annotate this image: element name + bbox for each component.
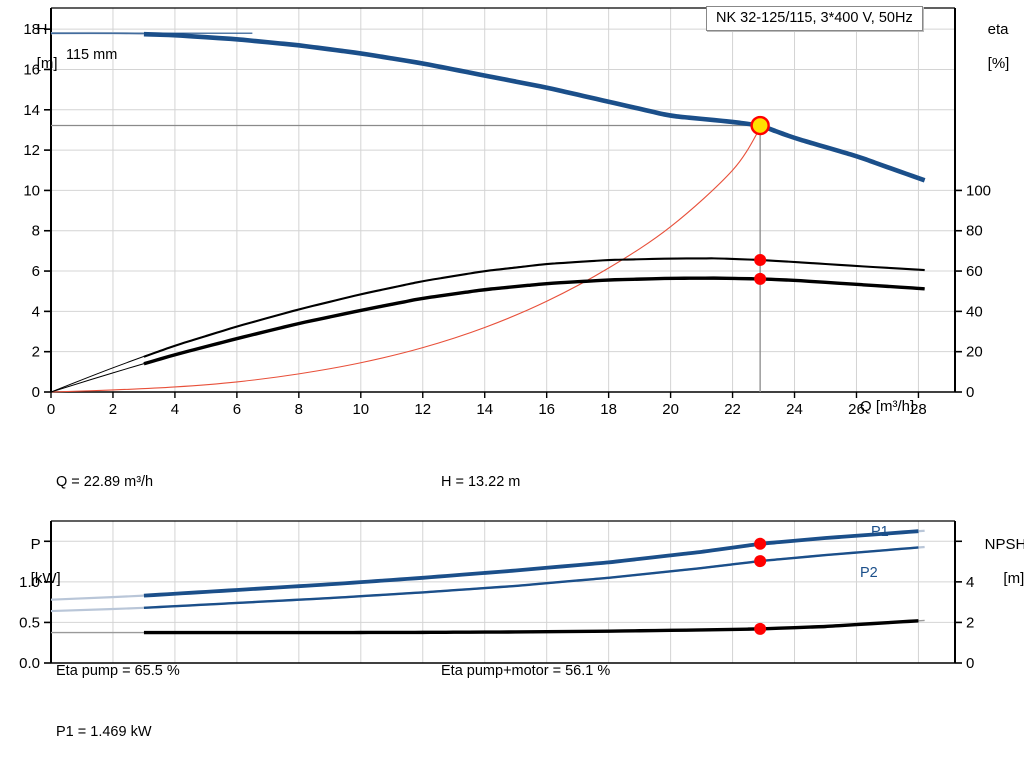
top-x-tick-label: 20: [662, 401, 679, 418]
top-x-tick-label: 14: [476, 401, 493, 418]
top-x-tick-label: 4: [171, 401, 179, 418]
power-line-0: P1 = 1.469 kW: [56, 724, 152, 740]
npsh-curve-bold: [143, 619, 919, 635]
duty-left-line-0: Q = 22.89 m³/h: [56, 474, 154, 490]
duty-right-line-0: H = 13.22 m: [441, 474, 521, 490]
top-x-tick-label: 24: [786, 401, 803, 418]
top-x-tick-label: 10: [352, 401, 369, 418]
top-y-right-tick-label: 100: [966, 182, 991, 199]
top-y-left-tick-label: 14: [23, 102, 40, 119]
eta-pump-motor-curve-bold: [143, 276, 925, 366]
top-x-tick-label: 26: [848, 401, 865, 418]
pump-model-title: NK 32-125/115, 3*400 V, 50Hz: [706, 6, 923, 31]
top-x-tick-label: 12: [414, 401, 431, 418]
top-x-tick-label: 8: [295, 401, 303, 418]
top-y-right-tick-label: 0: [966, 384, 974, 401]
top-y-left-tick-label: 2: [32, 344, 40, 361]
bottom-y-left-tick-label: 0.0: [19, 655, 40, 672]
top-y-left-tick-label: 8: [32, 223, 40, 240]
bottom-y-left-tick-label: 0.5: [19, 614, 40, 631]
top-y-right-tick-label: 40: [966, 303, 983, 320]
power-npsh-chart: 0.0 0.5 1.0 0 2 4: [19, 520, 974, 672]
p1-duty-marker: [754, 537, 767, 550]
p1-curve-bold: [143, 529, 919, 598]
npsh-duty-marker: [754, 622, 767, 635]
top-x-tick-label: 28: [910, 401, 927, 418]
eta-pump-duty-marker: [754, 253, 767, 266]
top-y-right-tick-label: 20: [966, 344, 983, 361]
top-chart-y-right-axis-label: eta [%]: [987, 21, 1010, 72]
top-y-left-tick-label: 12: [23, 142, 40, 159]
top-y-left-tick-label: 4: [32, 303, 40, 320]
bottom-y-right-tick-label: 2: [966, 614, 974, 631]
eta-pump-curve-bold: [143, 257, 925, 358]
top-y-left-tick-label: 16: [23, 61, 40, 78]
top-y-left-tick-label: 10: [23, 182, 40, 199]
impeller-diameter-tag: 115 mm: [66, 47, 118, 63]
top-plot-background: [51, 8, 955, 392]
top-x-tick-label: 2: [109, 401, 117, 418]
top-y-left-tick-label: 18: [23, 21, 40, 38]
duty-point-marker[interactable]: [750, 115, 770, 136]
top-y-right-tick-label: 60: [966, 263, 983, 280]
p2-curve-bold: [143, 546, 919, 610]
power-summary-text: P1 = 1.469 kW P2 = 1.256 kW NPSH = 1.68 …: [56, 680, 387, 781]
curve-tag-p1: P1: [871, 524, 889, 540]
top-chart-y-left-axis-label: H [m]: [36, 21, 58, 72]
top-x-tick-label: 18: [600, 401, 617, 418]
duty-right-line-3: Eta pump+motor = 56.1 %: [441, 663, 611, 679]
top-red-curve: [50, 127, 761, 393]
eta-pump-motor-duty-marker: [754, 272, 767, 285]
head-curve-bold: [143, 31, 926, 183]
bottom-y-right-tick-label: 0: [966, 655, 974, 672]
top-y-right-tick-label: 80: [966, 223, 983, 240]
top-x-tick-label: 16: [538, 401, 555, 418]
bottom-chart-y-right-axis-label: NPSH [m]: [984, 536, 1024, 587]
top-y-left-tick-label: 0: [32, 384, 40, 401]
top-y-left-tick-label: 6: [32, 263, 40, 280]
top-chart-x-axis-label: Q [m³/h]: [860, 398, 915, 415]
top-x-tick-label: 0: [47, 401, 55, 418]
bottom-y-right-tick-label: 4: [966, 574, 974, 591]
top-x-tick-label: 22: [724, 401, 741, 418]
duty-left-line-3: Eta pump = 65.5 %: [56, 663, 180, 679]
p2-duty-marker: [754, 555, 767, 568]
bottom-chart-y-left-axis-label: P [kW]: [30, 536, 61, 587]
curve-tag-p2: P2: [860, 565, 878, 581]
bottom-chart-group: 0.0 0.5 1.0 0 2 4: [19, 520, 974, 672]
bottom-y-left-tick-label: 1.0: [19, 574, 40, 591]
top-x-tick-label: 6: [233, 401, 241, 418]
